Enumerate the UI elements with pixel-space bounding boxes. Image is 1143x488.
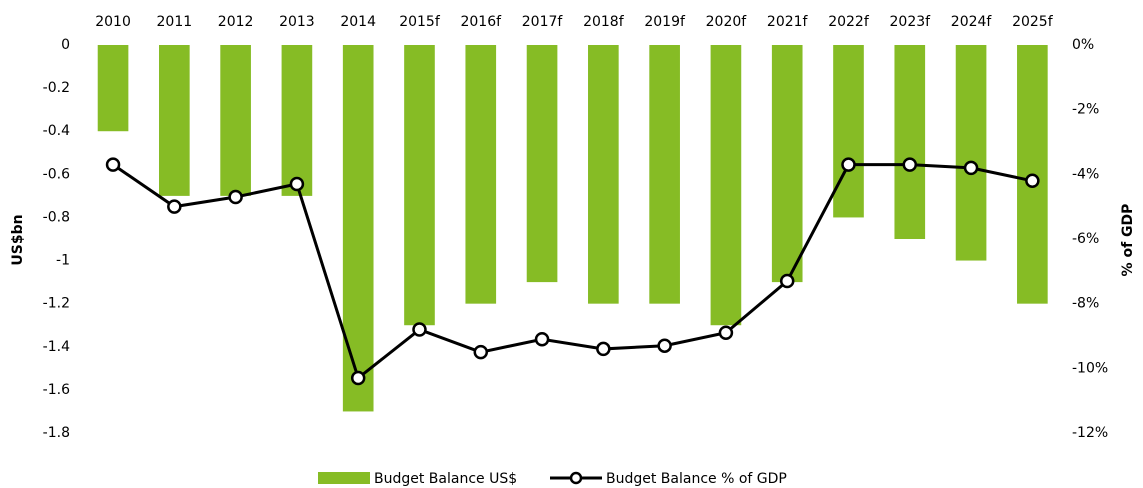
line-marker: [963, 160, 979, 176]
y-tick-label: -0.2: [43, 80, 70, 96]
bar: [404, 45, 435, 326]
y-tick-label: -1.8: [43, 425, 70, 441]
line-marker: [657, 338, 672, 353]
x-tick-label: 2025f: [1012, 14, 1054, 30]
legend-label: Budget Balance % of GDP: [606, 471, 787, 487]
y-tick-label: -0.6: [43, 166, 70, 182]
y2-tick-label: -2%: [1072, 102, 1099, 118]
y-tick-label: 0: [61, 37, 70, 53]
bar: [649, 45, 680, 304]
line-marker: [473, 344, 489, 360]
x-tick-label: 2019f: [644, 14, 686, 30]
bar: [710, 45, 742, 326]
y2-tick-label: -4%: [1072, 166, 1099, 182]
y-tick-label: -1.2: [43, 296, 70, 312]
line-marker: [902, 157, 918, 172]
bar: [159, 45, 190, 196]
y2-axis-title: % of GDP: [1120, 204, 1136, 277]
bar: [342, 45, 374, 412]
bar: [771, 45, 803, 283]
line-marker: [718, 325, 734, 341]
bar: [220, 45, 251, 196]
y-tick-label: -0.8: [43, 209, 70, 225]
x-tick-label: 2011: [157, 14, 193, 30]
y-tick-label: -1.4: [43, 339, 70, 355]
line-marker: [105, 157, 121, 172]
x-tick-label: 2021f: [767, 14, 809, 30]
x-tick-label: 2018f: [583, 14, 625, 30]
bar: [833, 45, 864, 218]
y2-tick-label: -8%: [1072, 296, 1099, 312]
x-tick-label: 2020f: [706, 14, 748, 30]
line-marker: [779, 273, 795, 289]
y-tick-label: -1: [56, 253, 70, 269]
line-marker: [289, 176, 305, 192]
x-tick-label: 2013: [279, 14, 315, 30]
bar: [894, 45, 926, 239]
line-marker: [1025, 173, 1040, 189]
y-tick-label: -1.6: [43, 382, 70, 398]
x-tick-label: 2024f: [951, 14, 993, 30]
x-tick-label: 2022f: [828, 14, 870, 30]
bar: [955, 45, 987, 261]
bar: [97, 45, 129, 132]
y-axis-title: US$bn: [10, 214, 26, 265]
line-marker: [350, 370, 366, 386]
x-tick-label: 2014: [340, 14, 376, 30]
bar: [465, 45, 497, 304]
x-tick-label: 2015f: [399, 14, 441, 30]
y2-tick-label: -12%: [1072, 425, 1108, 441]
bar: [526, 45, 558, 283]
x-tick-label: 2017f: [522, 14, 564, 30]
y2-tick-label: -10%: [1072, 360, 1108, 376]
line: [112, 163, 1033, 381]
x-tick-label: 2012: [218, 14, 254, 30]
bar: [281, 45, 313, 196]
line-marker: [412, 322, 427, 337]
line-marker: [167, 199, 182, 214]
bar: [588, 45, 619, 304]
x-tick-label: 2016f: [460, 14, 502, 30]
line-marker: [841, 157, 856, 172]
y2-tick-label: 0%: [1072, 37, 1094, 53]
y2-tick-label: -6%: [1072, 231, 1099, 247]
x-tick-label: 2010: [95, 14, 131, 30]
y-tick-label: -0.4: [43, 123, 70, 139]
line-marker: [534, 331, 550, 347]
line-marker: [596, 341, 611, 357]
legend-swatch: [318, 472, 370, 484]
legend-swatch: [569, 471, 583, 485]
x-tick-label: 2023f: [890, 14, 932, 30]
legend-label: Budget Balance US$: [374, 471, 517, 487]
line-marker: [228, 189, 243, 205]
